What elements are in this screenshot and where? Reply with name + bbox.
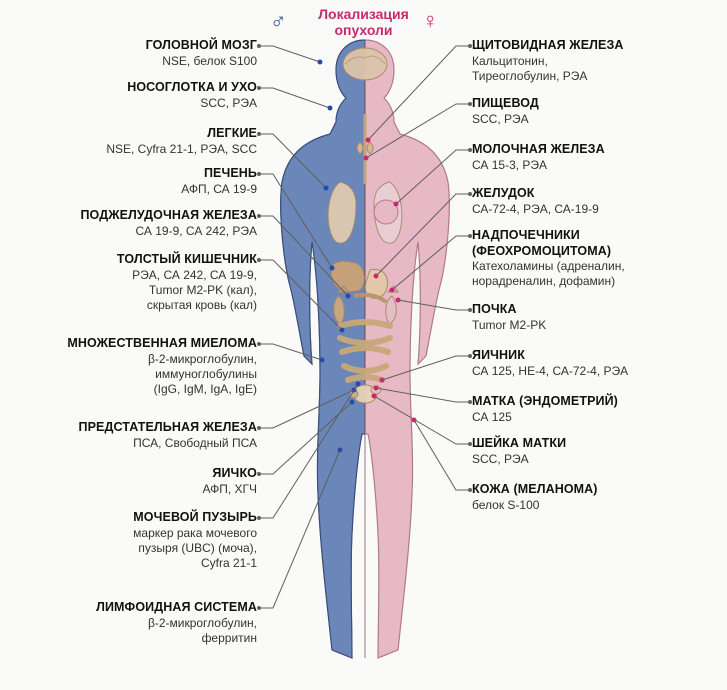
label-entry: ШЕЙКА МАТКИSCC, РЭА (472, 436, 707, 467)
label-header: ПОДЖЕЛУДОЧНАЯ ЖЕЛЕЗА (22, 208, 257, 224)
label-sub: маркер рака мочевого пузыря (UBC) (моча)… (22, 526, 257, 571)
label-sub: АФП, СА 19-9 (22, 182, 257, 197)
label-entry: МАТКА (ЭНДОМЕТРИЙ)СА 125 (472, 394, 707, 425)
label-header: ПРЕДСТАТЕЛЬНАЯ ЖЕЛЕЗА (22, 420, 257, 436)
label-header: НАДПОЧЕЧНИКИ (ФЕОХРОМОЦИТОМА) (472, 228, 707, 259)
label-entry: ГОЛОВНОЙ МОЗГNSE, белок S100 (22, 38, 257, 69)
label-entry: ЯИЧКОАФП, ХГЧ (22, 466, 257, 497)
label-header: МОЛОЧНАЯ ЖЕЛЕЗА (472, 142, 707, 158)
label-header: ЖЕЛУДОК (472, 186, 707, 202)
label-entry: ЛИМФОИДНАЯ СИСТЕМАβ-2-микроглобулин, фер… (22, 600, 257, 646)
label-entry: ТОЛСТЫЙ КИШЕЧНИКРЭА, СА 242, СА 19-9, Tu… (22, 252, 257, 313)
label-sub: СА 125 (472, 410, 707, 425)
label-sub: АФП, ХГЧ (22, 482, 257, 497)
label-entry: ПОЧКАTumor M2-PK (472, 302, 707, 333)
label-entry: НАДПОЧЕЧНИКИ (ФЕОХРОМОЦИТОМА)Катехоламин… (472, 228, 707, 289)
label-entry: МОЧЕВОЙ ПУЗЫРЬмаркер рака мочевого пузыр… (22, 510, 257, 571)
label-sub: β-2-микроглобулин, ферритин (22, 616, 257, 646)
label-entry: КОЖА (МЕЛАНОМА)белок S-100 (472, 482, 707, 513)
label-entry: ЯИЧНИКСА 125, HE-4, СА-72-4, РЭА (472, 348, 707, 379)
label-header: ЩИТОВИДНАЯ ЖЕЛЕЗА (472, 38, 707, 54)
label-sub: СА 15-3, РЭА (472, 158, 707, 173)
male-symbol: ♂ (270, 8, 287, 34)
label-sub: NSE, Cyfra 21-1, РЭА, SCC (22, 142, 257, 157)
label-header: ЛЕГКИЕ (22, 126, 257, 142)
label-entry: ЖЕЛУДОКСА-72-4, РЭА, СА-19-9 (472, 186, 707, 217)
label-header: МОЧЕВОЙ ПУЗЫРЬ (22, 510, 257, 526)
label-entry: ПИЩЕВОДSCC, РЭА (472, 96, 707, 127)
title-line1: Локализация (318, 6, 409, 22)
label-header: ПИЩЕВОД (472, 96, 707, 112)
label-header: ТОЛСТЫЙ КИШЕЧНИК (22, 252, 257, 268)
label-sub: РЭА, СА 242, СА 19-9, Tumor M2-PK (кал),… (22, 268, 257, 313)
label-header: ГОЛОВНОЙ МОЗГ (22, 38, 257, 54)
label-entry: ПРЕДСТАТЕЛЬНАЯ ЖЕЛЕЗАПСА, Свободный ПСА (22, 420, 257, 451)
label-sub: NSE, белок S100 (22, 54, 257, 69)
label-sub: ПСА, Свободный ПСА (22, 436, 257, 451)
label-header: ПЕЧЕНЬ (22, 166, 257, 182)
label-entry: ЛЕГКИЕNSE, Cyfra 21-1, РЭА, SCC (22, 126, 257, 157)
label-header: МНОЖЕСТВЕННАЯ МИЕЛОМА (22, 336, 257, 352)
label-entry: МНОЖЕСТВЕННАЯ МИЕЛОМАβ-2-микроглобулин, … (22, 336, 257, 397)
label-sub: Кальцитонин, Тиреоглобулин, РЭА (472, 54, 707, 84)
label-entry: ПЕЧЕНЬАФП, СА 19-9 (22, 166, 257, 197)
label-header: ЯИЧКО (22, 466, 257, 482)
label-sub: СА 19-9, СА 242, РЭА (22, 224, 257, 239)
label-header: ПОЧКА (472, 302, 707, 318)
label-header: ЯИЧНИК (472, 348, 707, 364)
label-header: КОЖА (МЕЛАНОМА) (472, 482, 707, 498)
label-sub: SCC, РЭА (472, 112, 707, 127)
label-sub: СА 125, HE-4, СА-72-4, РЭА (472, 364, 707, 379)
label-sub: SCC, РЭА (22, 96, 257, 111)
label-entry: МОЛОЧНАЯ ЖЕЛЕЗАСА 15-3, РЭА (472, 142, 707, 173)
label-header: НОСОГЛОТКА И УХО (22, 80, 257, 96)
label-header: МАТКА (ЭНДОМЕТРИЙ) (472, 394, 707, 410)
label-sub: Катехоламины (адреналин, норадреналин, д… (472, 259, 707, 289)
label-sub: SCC, РЭА (472, 452, 707, 467)
label-sub: β-2-микроглобулин, иммуноглобулины (IgG,… (22, 352, 257, 397)
label-entry: ЩИТОВИДНАЯ ЖЕЛЕЗАКальцитонин, Тиреоглобу… (472, 38, 707, 84)
label-entry: ПОДЖЕЛУДОЧНАЯ ЖЕЛЕЗАСА 19-9, СА 242, РЭА (22, 208, 257, 239)
label-header: ЛИМФОИДНАЯ СИСТЕМА (22, 600, 257, 616)
label-sub: белок S-100 (472, 498, 707, 513)
label-sub: Tumor M2-PK (472, 318, 707, 333)
label-header: ШЕЙКА МАТКИ (472, 436, 707, 452)
human-figure (270, 34, 460, 674)
label-sub: СА-72-4, РЭА, СА-19-9 (472, 202, 707, 217)
label-entry: НОСОГЛОТКА И УХОSCC, РЭА (22, 80, 257, 111)
female-symbol: ♀ (422, 8, 439, 34)
